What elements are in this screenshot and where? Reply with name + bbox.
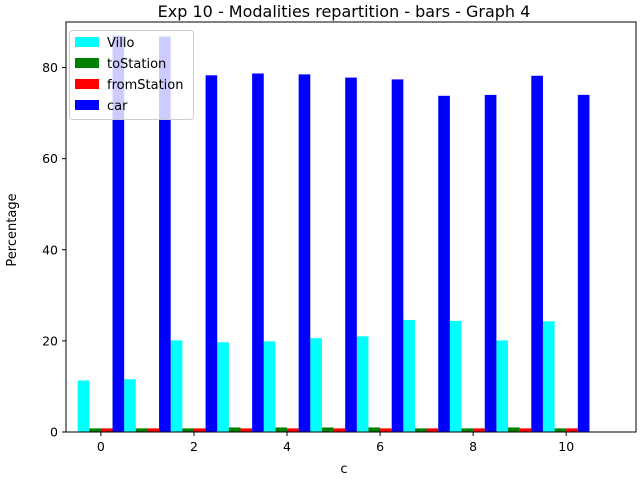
legend-box bbox=[69, 30, 194, 120]
y-tick-label-60: 60 bbox=[42, 151, 58, 166]
bar-car-2 bbox=[205, 75, 218, 433]
bar-car-9 bbox=[531, 75, 543, 432]
bar-tostation-9 bbox=[508, 427, 520, 432]
bar-car-0 bbox=[112, 35, 125, 433]
bar-tostation-4 bbox=[275, 427, 288, 432]
y-tick-label-80: 80 bbox=[42, 60, 58, 75]
bar-tostation-0 bbox=[89, 428, 101, 432]
bars-group bbox=[77, 35, 590, 433]
x-axis-label: c bbox=[340, 462, 347, 477]
bar-fromstation-0 bbox=[100, 428, 113, 432]
axes-group: 0 2 4 6 8 10 0 20 40 60 80 bbox=[42, 21, 637, 454]
x-tick-label-4: 4 bbox=[283, 439, 291, 454]
bar-tostation-3 bbox=[228, 427, 241, 432]
bar-villo-6 bbox=[356, 336, 369, 432]
bar-villo-5 bbox=[310, 338, 322, 432]
bar-tostation-5 bbox=[321, 427, 334, 432]
bar-fromstation-6 bbox=[380, 428, 392, 432]
bar-villo-7 bbox=[403, 319, 415, 432]
bar-villo-0 bbox=[77, 380, 90, 432]
bar-fromstation-2 bbox=[193, 428, 206, 432]
bar-villo-3 bbox=[217, 342, 229, 432]
x-tick-label-10: 10 bbox=[558, 439, 574, 454]
bar-villo-4 bbox=[263, 341, 276, 432]
bar-car-7 bbox=[438, 95, 450, 433]
legend-label-villo: Villo bbox=[107, 36, 134, 51]
bar-villo-2 bbox=[170, 340, 183, 432]
y-tick-label-40: 40 bbox=[42, 242, 58, 257]
bar-tostation-10 bbox=[554, 428, 567, 432]
bar-tostation-1 bbox=[135, 428, 148, 432]
bar-fromstation-8 bbox=[473, 428, 485, 432]
bar-fromstation-4 bbox=[287, 428, 299, 432]
bar-car-10 bbox=[577, 94, 590, 432]
x-tick-label-6: 6 bbox=[376, 439, 384, 454]
bar-tostation-8 bbox=[461, 428, 474, 432]
bar-tostation-6 bbox=[368, 427, 381, 432]
bar-car-6 bbox=[391, 79, 404, 433]
bar-fromstation-5 bbox=[333, 428, 346, 432]
bar-villo-1 bbox=[124, 379, 136, 432]
legend-label-fromstation: fromStation bbox=[107, 78, 183, 93]
bar-fromstation-3 bbox=[240, 428, 253, 432]
x-tick-label-0: 0 bbox=[97, 439, 105, 454]
bar-fromstation-7 bbox=[426, 428, 439, 432]
bar-fromstation-9 bbox=[519, 428, 532, 432]
legend-swatch-villo bbox=[75, 37, 99, 47]
bar-villo-10 bbox=[542, 321, 555, 432]
x-tick-label-2: 2 bbox=[190, 439, 198, 454]
y-axis-label: Percentage bbox=[5, 193, 20, 266]
bar-car-3 bbox=[252, 73, 264, 432]
bar-fromstation-1 bbox=[147, 428, 160, 432]
legend: Villo toStation fromStation car bbox=[69, 30, 194, 120]
x-tick-label-8: 8 bbox=[469, 439, 477, 454]
y-tick-label-20: 20 bbox=[42, 333, 58, 348]
bar-villo-8 bbox=[449, 320, 462, 432]
bar-car-5 bbox=[345, 77, 357, 433]
bar-car-8 bbox=[484, 94, 497, 432]
bar-tostation-2 bbox=[182, 428, 194, 432]
legend-swatch-fromstation bbox=[75, 79, 99, 89]
plot-frame bbox=[65, 21, 637, 433]
bar-villo-9 bbox=[496, 340, 509, 432]
legend-label-tostation: toStation bbox=[107, 57, 166, 72]
bar-tostation-7 bbox=[414, 428, 427, 432]
legend-swatch-tostation bbox=[75, 58, 99, 68]
legend-label-car: car bbox=[107, 99, 128, 114]
bar-fromstation-10 bbox=[566, 428, 578, 432]
y-tick-label-0: 0 bbox=[50, 425, 58, 440]
legend-swatch-car bbox=[75, 100, 99, 110]
chart-title: Exp 10 - Modalities repartition - bars -… bbox=[158, 2, 531, 21]
bar-car-4 bbox=[298, 74, 311, 432]
bar-car-1 bbox=[159, 36, 171, 432]
